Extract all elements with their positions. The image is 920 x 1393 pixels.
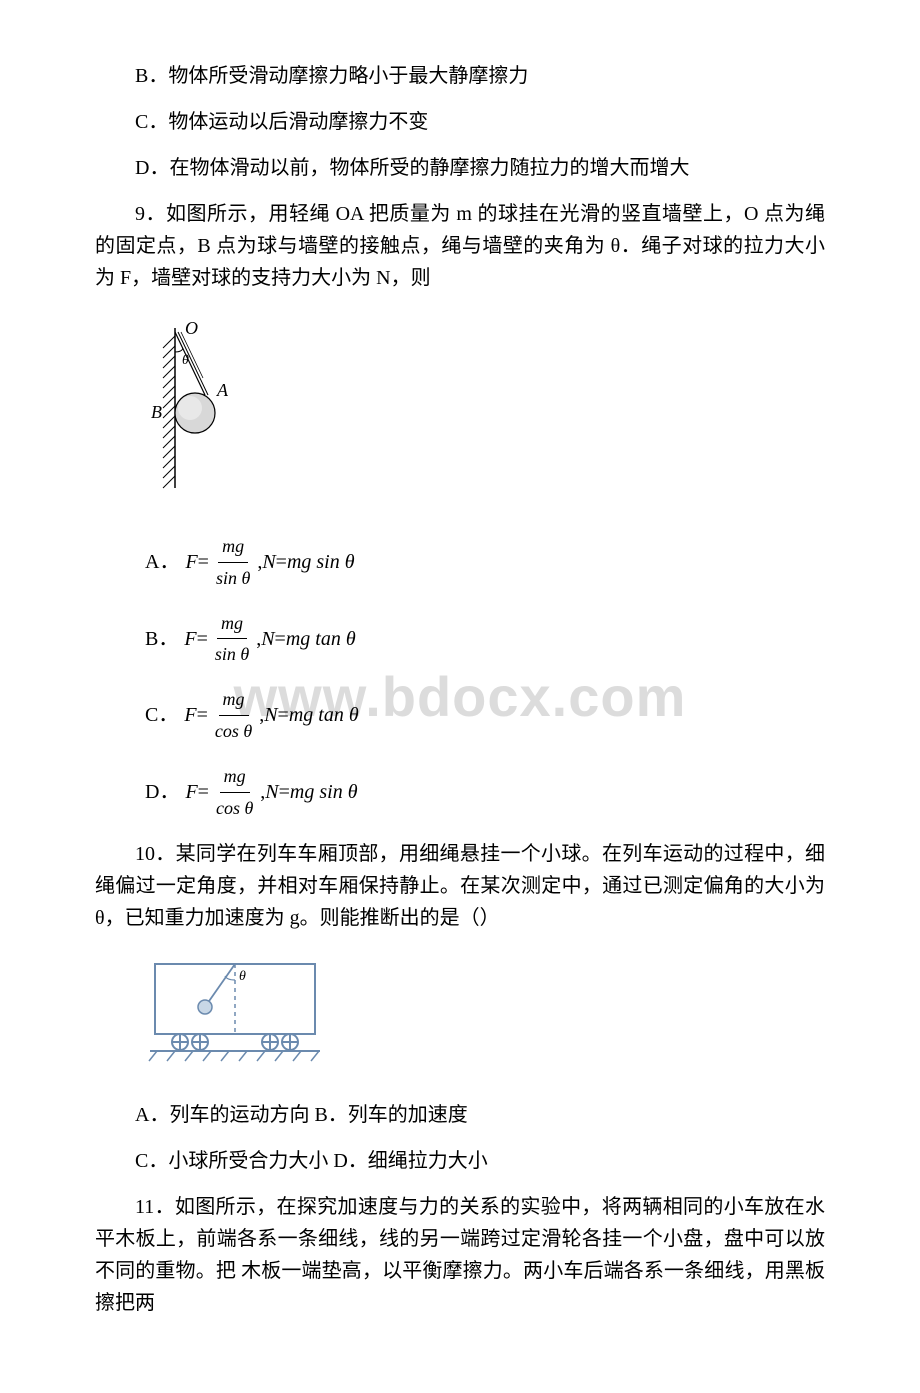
option-label: B．: [145, 623, 178, 655]
q9-label-B: B: [151, 402, 162, 422]
q9-option-B: B． F= mg sin θ , N=mg tan θ: [95, 609, 825, 670]
option-label: A．: [145, 546, 179, 578]
svg-text:θ: θ: [182, 353, 189, 368]
q9-diagram: θ O A B: [145, 318, 825, 508]
q9-stem: 9．如图所示，用轻绳 OA 把质量为 m 的球挂在光滑的竖直墙壁上，O 点为绳的…: [95, 198, 825, 294]
q8-option-D: D．在物体滑动以前，物体所受的静摩擦力随拉力的增大而增大: [95, 152, 825, 184]
q10-options-line1: A．列车的运动方向 B．列车的加速度: [95, 1099, 825, 1131]
q9-label-A: A: [216, 380, 229, 400]
q9-option-A: A． F= mg sin θ , N=mg sin θ: [95, 532, 825, 593]
q10-options-line2: C．小球所受合力大小 D．细绳拉力大小: [95, 1145, 825, 1177]
page-content: B．物体所受滑动摩擦力略小于最大静摩擦力 C．物体运动以后滑动摩擦力不变 D．在…: [95, 60, 825, 1319]
q9-option-D: D． F= mg cos θ , N=mg sin θ: [95, 762, 825, 823]
q9-option-C: C． F= mg cos θ , N=mg tan θ: [95, 685, 825, 746]
q8-option-C: C．物体运动以后滑动摩擦力不变: [95, 106, 825, 138]
option-label: D．: [145, 776, 179, 808]
q8-option-B: B．物体所受滑动摩擦力略小于最大静摩擦力: [95, 60, 825, 92]
q11-stem: 11．如图所示，在探究加速度与力的关系的实验中，将两辆相同的小车放在水平木板上，…: [95, 1191, 825, 1319]
q10-stem: 10．某同学在列车车厢顶部，用细绳悬挂一个小球。在列车运动的过程中，细绳偏过一定…: [95, 838, 825, 934]
q9-label-O: O: [185, 318, 198, 338]
q10-diagram: θ: [145, 954, 825, 1079]
option-label: C．: [145, 699, 178, 731]
svg-text:θ: θ: [239, 969, 246, 984]
